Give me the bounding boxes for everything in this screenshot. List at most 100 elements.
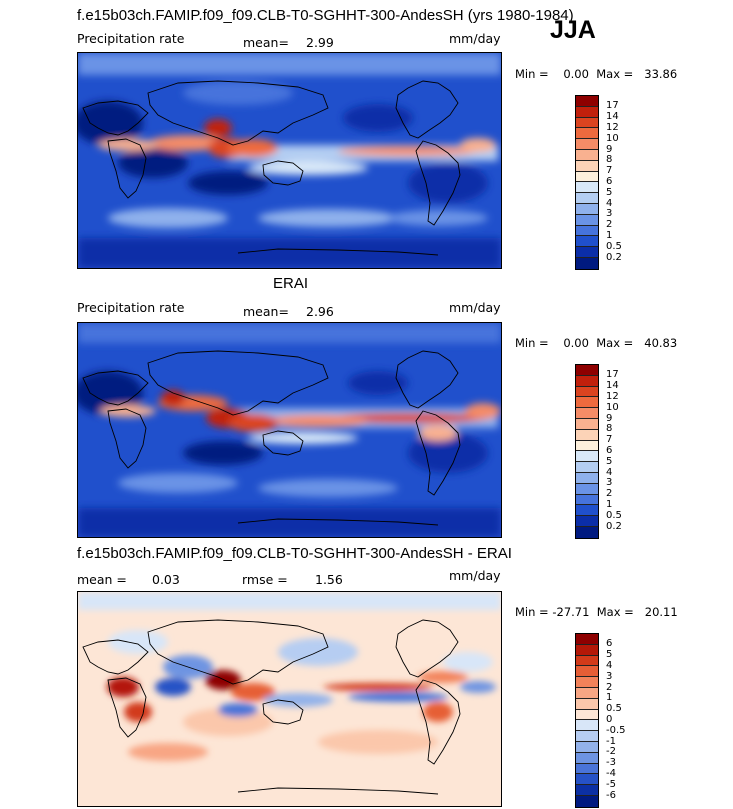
panel1-colorbar [575, 95, 599, 270]
panel3-colorbar-swatch [576, 741, 598, 753]
panel3-colorbar-label: 2 [606, 682, 613, 693]
panel3-title: f.e15b03ch.FAMIP.f09_f09.CLB-T0-SGHHT-30… [77, 545, 512, 562]
panel2-map [77, 322, 502, 538]
panel3-map-svg [78, 592, 501, 806]
panel1-colorbar-swatch [576, 149, 598, 161]
panel1-colorbar-label: 14 [606, 111, 619, 122]
panel3-colorbar-label: -3 [606, 757, 616, 768]
panel3-colorbar-label: -4 [606, 768, 616, 779]
panel1-colorbar-swatch [576, 96, 598, 107]
panel2-units: mm/day [449, 300, 501, 315]
panel2-colorbar-label: 3 [606, 477, 613, 488]
panel2-colorbar-swatch [576, 483, 598, 495]
panel2-colorbar-label: 14 [606, 380, 619, 391]
panel3-mean-label: mean = [77, 572, 127, 587]
panel1-mean-label: mean= [243, 35, 289, 50]
panel2-colorbar-swatch [576, 462, 598, 473]
panel2-colorbar-swatch [576, 451, 598, 463]
panel1-colorbar-swatch [576, 128, 598, 140]
panel2-colorbar-label: 12 [606, 391, 619, 402]
panel3-colorbar-label: 3 [606, 671, 613, 682]
panel3-colorbar-swatch [576, 677, 598, 688]
panel2-colorbar-swatch [576, 375, 598, 387]
panel2-colorbar-swatch [576, 397, 598, 409]
panel3-colorbar-label: -1 [606, 736, 616, 747]
panel2-colorbar-swatch [576, 386, 598, 398]
panel2-colorbar-label: 7 [606, 434, 613, 445]
panel2-colorbar-label: 17 [606, 369, 619, 380]
panel1-colorbar-swatch [576, 171, 598, 183]
season-label: JJA [550, 16, 596, 44]
panel2-colorbar-swatch [576, 494, 598, 506]
panel3-colorbar-label: 5 [606, 649, 613, 660]
panel3-colorbar-swatch [576, 795, 598, 807]
panel2-colorbar [575, 364, 599, 539]
panel2-colorbar-label: 4 [606, 467, 613, 478]
panel2-colorbar-label: 5 [606, 456, 613, 467]
panel1-colorbar-label: 17 [606, 100, 619, 111]
panel1-colorbar-label: 0.5 [606, 241, 622, 252]
panel2-colorbar-swatch [576, 526, 598, 538]
panel2-colorbar-swatch [576, 429, 598, 441]
panel1-colorbar-label: 3 [606, 208, 613, 219]
panel2-colorbar-swatch [576, 440, 598, 452]
panel1-colorbar-label: 12 [606, 122, 619, 133]
panel3-colorbar-label: -5 [606, 779, 616, 790]
panel1-colorbar-label: 2 [606, 219, 613, 230]
panel1-colorbar-swatch [576, 117, 598, 129]
panel3-colorbar-swatch [576, 763, 598, 775]
panel1-colorbar-swatch [576, 160, 598, 172]
panel2-colorbar-label: 1 [606, 499, 613, 510]
panel1-colorbar-label: 7 [606, 165, 613, 176]
panel3-colorbar-label: 6 [606, 638, 613, 649]
panel1-units: mm/day [449, 31, 501, 46]
panel1-colorbar-label: 6 [606, 176, 613, 187]
panel1-colorbar-swatch [576, 236, 598, 248]
panel3-colorbar [575, 633, 599, 808]
panel1-colorbar-label: 10 [606, 133, 619, 144]
panel3-colorbar-swatch [576, 785, 598, 796]
panel3-colorbar-swatch [576, 687, 598, 699]
panel2-field-label: Precipitation rate [77, 300, 185, 315]
panel3-units: mm/day [449, 568, 501, 583]
panel2-colorbar-label: 6 [606, 445, 613, 456]
panel3-colorbar-swatch [576, 644, 598, 656]
panel2-colorbar-label: 10 [606, 402, 619, 413]
panel3-rmse-label: rmse = [242, 572, 288, 587]
panel3-colorbar-label: 0 [606, 714, 613, 725]
panel1-map [77, 52, 502, 269]
panel1-colorbar-label: 8 [606, 154, 613, 165]
panel3-colorbar-swatch [576, 752, 598, 764]
panel2-title: ERAI [273, 275, 309, 292]
panel3-colorbar-swatch [576, 720, 598, 732]
panel3-colorbar-swatch [576, 655, 598, 667]
panel3-colorbar-label: -2 [606, 746, 616, 757]
panel2-colorbar-swatch [576, 505, 598, 517]
panel1-colorbar-swatch [576, 193, 598, 204]
panel1-colorbar-swatch [576, 203, 598, 215]
panel2-minmax: Min = 0.00 Max = 40.83 [515, 336, 678, 350]
panel3-colorbar-swatch [576, 774, 598, 786]
panel3-colorbar-swatch [576, 709, 598, 721]
panel1-colorbar-swatch [576, 214, 598, 226]
panel1-colorbar-swatch [576, 139, 598, 150]
panel1-minmax: Min = 0.00 Max = 33.86 [515, 67, 678, 81]
panel1-field-label: Precipitation rate [77, 31, 185, 46]
panel3-colorbar-swatch [576, 698, 598, 710]
panel1-colorbar-label: 5 [606, 187, 613, 198]
panel1-colorbar-swatch [576, 225, 598, 237]
panel1-colorbar-label: 0.2 [606, 252, 622, 263]
panel3-colorbar-label: -0.5 [606, 725, 626, 736]
panel2-colorbar-swatch [576, 365, 598, 376]
panel1-colorbar-swatch [576, 182, 598, 194]
panel2-colorbar-label: 2 [606, 488, 613, 499]
panel1-map-svg [78, 53, 501, 268]
panel3-mean-value: 0.03 [152, 572, 180, 587]
panel2-colorbar-label: 0.5 [606, 510, 622, 521]
panel1-colorbar-swatch [576, 247, 598, 258]
panel2-colorbar-swatch [576, 408, 598, 419]
panel3-colorbar-label: 4 [606, 660, 613, 671]
panel1-colorbar-swatch [576, 257, 598, 269]
panel1-colorbar-swatch [576, 106, 598, 118]
panel2-colorbar-label: 8 [606, 423, 613, 434]
